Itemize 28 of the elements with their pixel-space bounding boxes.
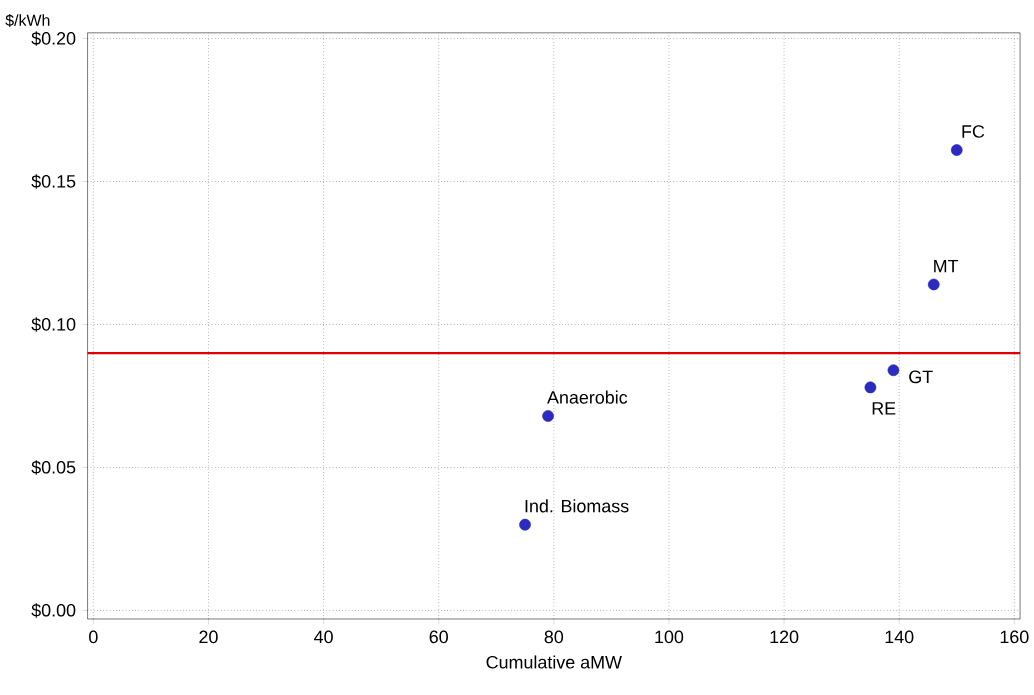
x-tick-label: 80	[544, 630, 564, 644]
point	[927, 278, 940, 291]
x-tick-label: 100	[655, 630, 684, 644]
annotation: FC	[962, 125, 985, 139]
x-tick-label: 160	[1000, 630, 1029, 644]
y-tick-label: $0.00	[31, 603, 76, 618]
y-tick-label: $0.05	[31, 460, 76, 475]
point	[542, 410, 554, 423]
annotation: Ind. Biomass	[525, 499, 629, 513]
point	[950, 144, 963, 157]
x-tick-label: 60	[429, 630, 448, 644]
point	[519, 518, 531, 531]
x-tick-label: 40	[314, 630, 333, 644]
annotation: Anaerobic	[547, 390, 628, 404]
x-tick-label: 20	[199, 630, 218, 644]
point	[864, 381, 877, 394]
x-tick-label: 0	[89, 630, 98, 644]
y-axis-title: $/kWh	[5, 14, 50, 28]
x-tick-label: 120	[770, 630, 799, 644]
annotation: MT	[934, 260, 959, 273]
x-axis-title: Cumulative aMW	[486, 655, 622, 669]
point	[887, 364, 900, 377]
y-tick-label: $0.10	[31, 317, 76, 332]
x-tick-label: 140	[885, 630, 914, 644]
annotation: GT	[909, 370, 933, 384]
y-tick-label: $0.15	[31, 174, 76, 189]
annotation: RE	[872, 402, 896, 415]
y-tick-label: $0.20	[31, 31, 76, 46]
